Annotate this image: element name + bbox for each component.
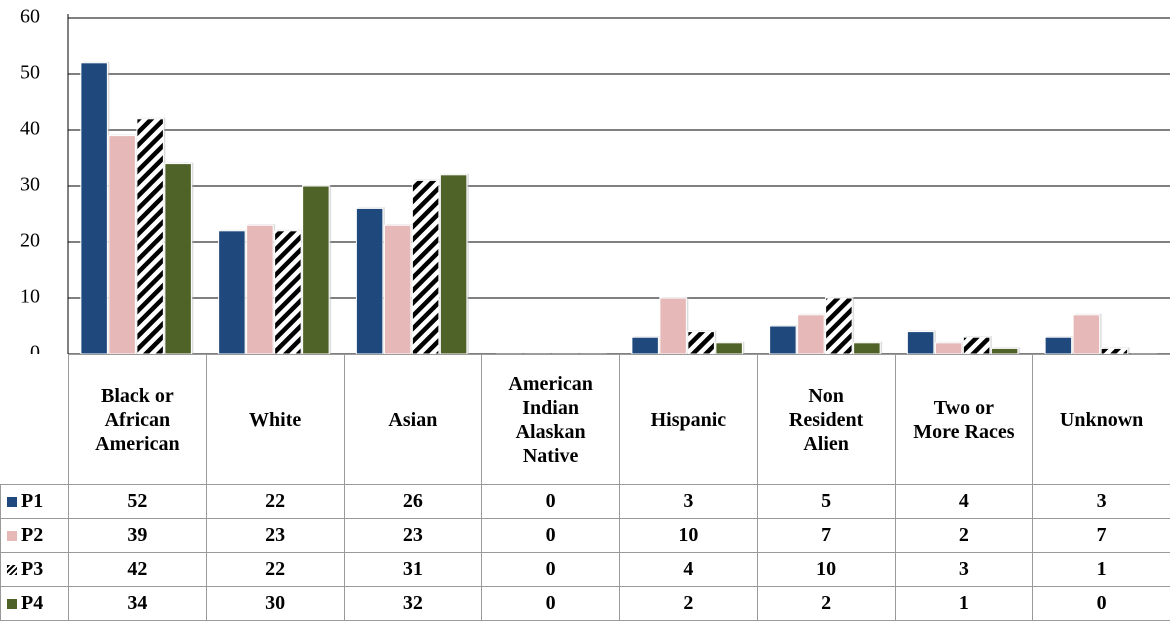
- table-value: 10: [619, 518, 758, 553]
- bar: [797, 314, 825, 355]
- legend-label: P2: [21, 524, 44, 546]
- bar: [274, 230, 302, 355]
- category-label: Non Resident Alien: [756, 354, 896, 485]
- bar: [164, 163, 192, 355]
- legend-label: P3: [21, 558, 44, 580]
- table-value: 10: [756, 552, 896, 587]
- legend-swatch: [7, 599, 17, 609]
- y-tick-label: 60: [20, 6, 40, 28]
- table-value: 2: [619, 586, 758, 621]
- bar: [246, 224, 274, 355]
- category-label: Hispanic: [619, 354, 758, 485]
- table-value: 7: [1032, 518, 1170, 553]
- y-tick-label: 20: [20, 230, 40, 252]
- table-value: 42: [68, 552, 207, 587]
- corner: [0, 354, 69, 485]
- bar: [962, 336, 991, 355]
- table-value: 22: [205, 552, 345, 587]
- y-tick-label: 40: [20, 118, 40, 140]
- table-value: 0: [481, 518, 620, 553]
- bar: [80, 62, 108, 355]
- series-row: P2 39 23 23 0 10 7 2 7: [0, 518, 1170, 553]
- table-value: 39: [68, 518, 207, 553]
- table-value: 3: [619, 484, 758, 519]
- y-tick-label: 10: [20, 286, 40, 308]
- bar: [825, 297, 853, 355]
- legend-entry: P3: [0, 552, 69, 587]
- legend-swatch: [7, 497, 17, 507]
- table-value: 2: [894, 518, 1034, 553]
- bar-shadow: [524, 353, 551, 354]
- series-row: P1 52 22 26 0 3 5 4 3: [0, 484, 1170, 519]
- table-value: 4: [894, 484, 1034, 519]
- table-value: 1: [1032, 552, 1170, 587]
- legend-swatch: [7, 565, 17, 575]
- series-row: P3 42 22 31 0 4 10 3 1: [0, 552, 1170, 587]
- bar: [687, 331, 715, 355]
- table-value: 5: [756, 484, 896, 519]
- bar: [136, 118, 164, 355]
- header-row: Black or African American White Asian Ameri…: [0, 354, 1170, 485]
- bar: [1044, 336, 1073, 355]
- y-tick-label: 0: [30, 342, 40, 354]
- table-value: 3: [1032, 484, 1170, 519]
- bar: [355, 207, 384, 355]
- table-value: 0: [481, 484, 620, 519]
- bar: [218, 230, 246, 355]
- table-value: 2: [756, 586, 896, 621]
- bar: [108, 135, 136, 355]
- category-label: Two or More Races: [894, 354, 1034, 485]
- plot: 0 10 20 30 40 50 60: [20, 6, 1170, 364]
- category-label: Asian: [343, 354, 483, 485]
- bar: [934, 342, 963, 355]
- table-value: 7: [756, 518, 896, 553]
- y-tick-label: 30: [20, 174, 40, 196]
- legend-label: P4: [21, 592, 44, 614]
- bar: [659, 297, 687, 355]
- table-value: 31: [343, 552, 483, 587]
- table-value: 23: [343, 518, 483, 553]
- table-value: 34: [68, 586, 207, 621]
- bar-shadow: [552, 353, 579, 354]
- legend-entry: P4: [0, 586, 69, 621]
- series-row: P4 34 30 32 0 2 2 1 0: [0, 586, 1170, 621]
- bar: [302, 185, 330, 355]
- bar: [906, 331, 935, 355]
- table-value: 32: [343, 586, 483, 621]
- table-value: 1: [894, 586, 1034, 621]
- bar: [1072, 314, 1101, 355]
- bar: [383, 224, 412, 355]
- table-value: 52: [68, 484, 207, 519]
- bar: [411, 179, 440, 355]
- legend-swatch: [7, 531, 17, 541]
- y-tick-label: 50: [20, 62, 40, 84]
- category-label: Unknown: [1032, 354, 1170, 485]
- bar: [439, 174, 468, 355]
- bar-shadow: [580, 353, 607, 354]
- data-table: Black or African American White Asian Ameri…: [0, 354, 1170, 621]
- bar-shadow: [1131, 353, 1158, 354]
- bar: [631, 336, 659, 355]
- legend-entry: P1: [0, 484, 69, 519]
- category-label: Black or African American: [68, 354, 207, 485]
- table-value: 4: [619, 552, 758, 587]
- legend-label: P1: [21, 490, 44, 512]
- table-value: 0: [1032, 586, 1170, 621]
- table-value: 23: [205, 518, 345, 553]
- category-label: White: [205, 354, 345, 485]
- table-value: 3: [894, 552, 1034, 587]
- category-label: American Indian Alaskan Native: [481, 354, 620, 485]
- legend-entry: P2: [0, 518, 69, 553]
- table-value: 26: [343, 484, 483, 519]
- table-value: 0: [481, 552, 620, 587]
- table-value: 0: [481, 586, 620, 621]
- bar: [715, 342, 743, 355]
- bar: [853, 342, 881, 355]
- table-value: 30: [205, 586, 345, 621]
- table-value: 22: [205, 484, 345, 519]
- bar: [769, 325, 797, 355]
- bar-shadow: [496, 353, 523, 354]
